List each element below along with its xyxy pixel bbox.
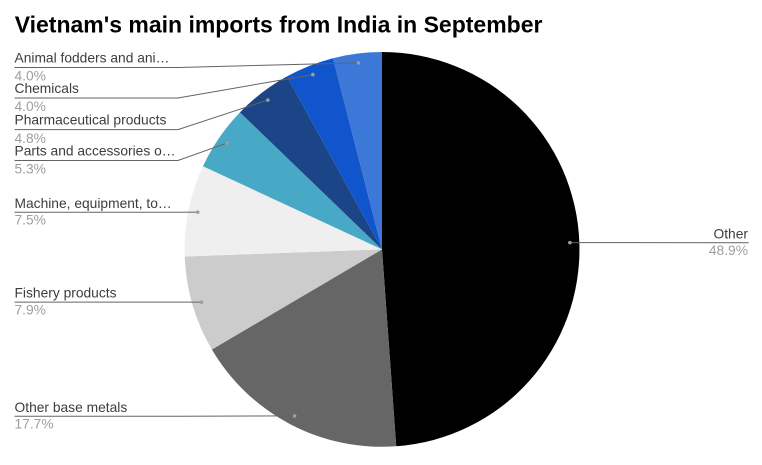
svg-text:Other: Other bbox=[713, 227, 748, 242]
svg-text:Animal fodders and ani…: Animal fodders and ani… bbox=[15, 50, 170, 65]
svg-text:4.8%: 4.8% bbox=[15, 131, 46, 146]
svg-text:Machine, equipment, to…: Machine, equipment, to… bbox=[15, 196, 172, 211]
svg-text:Vietnam's main imports from In: Vietnam's main imports from India in Sep… bbox=[15, 11, 543, 37]
svg-text:48.9%: 48.9% bbox=[709, 243, 748, 258]
svg-text:7.5%: 7.5% bbox=[15, 212, 46, 227]
svg-text:7.9%: 7.9% bbox=[15, 302, 46, 317]
svg-text:Chemicals: Chemicals bbox=[15, 81, 80, 96]
svg-text:17.7%: 17.7% bbox=[15, 416, 54, 431]
svg-text:Parts and accessories o…: Parts and accessories o… bbox=[15, 144, 176, 159]
svg-text:5.3%: 5.3% bbox=[15, 162, 46, 177]
svg-text:Other base metals: Other base metals bbox=[15, 400, 128, 415]
svg-text:Fishery products: Fishery products bbox=[15, 286, 117, 301]
svg-text:4.0%: 4.0% bbox=[15, 68, 46, 83]
svg-text:Pharmaceutical products: Pharmaceutical products bbox=[15, 113, 167, 128]
svg-text:4.0%: 4.0% bbox=[15, 99, 46, 114]
